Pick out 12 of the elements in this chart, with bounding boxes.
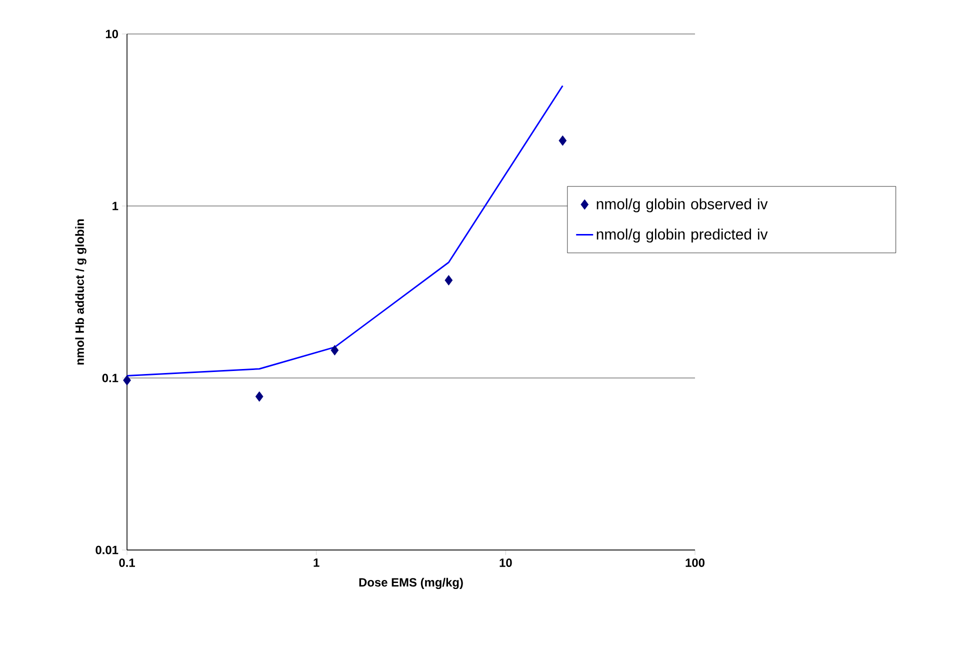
x-tick-label: 1 (314, 558, 320, 567)
legend-label: nmol/g globin predicted iv (596, 228, 768, 243)
y-tick-label: 0.01 (96, 546, 118, 554)
x-tick-label: 10 (500, 558, 512, 567)
x-tick-label: 100 (686, 558, 704, 567)
y-tick-label: 0.1 (102, 374, 118, 382)
y-tick-label: 1 (112, 202, 118, 210)
legend-label: nmol/g globin observed iv (596, 198, 768, 212)
x-axis-title: Dose EMS (mg/kg) (359, 578, 463, 590)
y-tick-label: 10 (106, 30, 118, 38)
x-tick-label: 0.1 (119, 558, 135, 567)
y-axis-title: nmol Hb adduct / g globin (75, 219, 86, 365)
